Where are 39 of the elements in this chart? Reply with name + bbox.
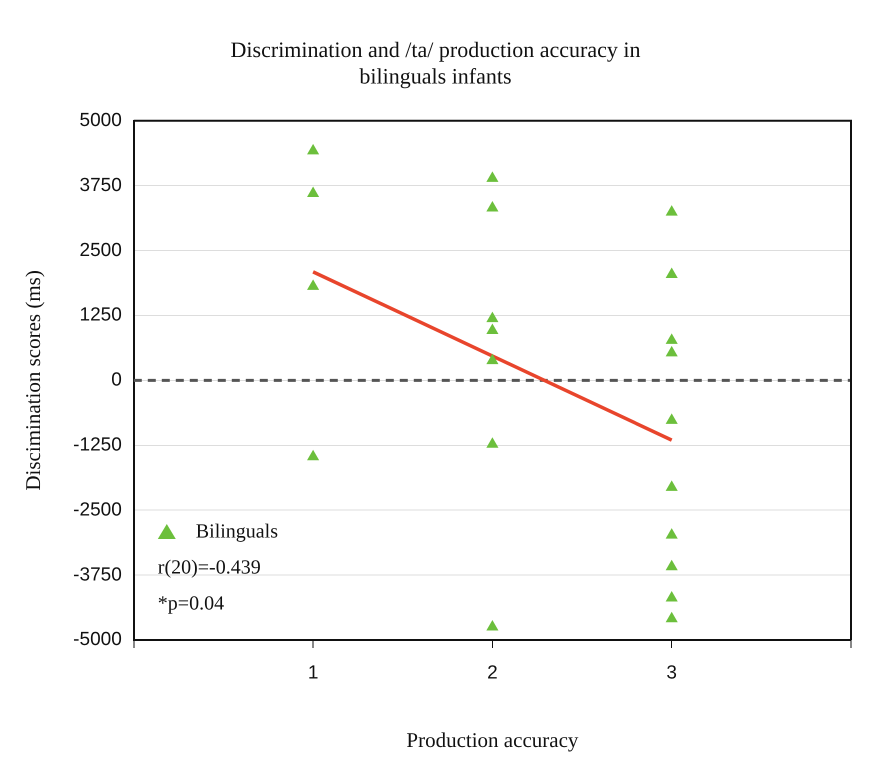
x-axis-title: Production accuracy	[406, 728, 579, 752]
point	[307, 186, 319, 197]
point	[666, 591, 678, 602]
point	[307, 144, 319, 154]
y-axis-title: Discimination scores (ms)	[21, 270, 46, 491]
y-tick-label: 1250	[80, 304, 122, 326]
point	[666, 612, 678, 622]
y-tick-label: -3750	[73, 564, 122, 586]
point	[486, 438, 498, 448]
point	[486, 312, 498, 322]
point	[486, 354, 498, 364]
x-tick-label: 1	[308, 662, 318, 684]
y-tick-label: 2500	[80, 240, 122, 261]
annotation: *p=0.04	[158, 592, 224, 614]
point	[666, 334, 678, 344]
point	[666, 346, 678, 356]
point	[486, 202, 498, 212]
point	[666, 206, 678, 216]
point	[486, 324, 498, 334]
x-tick-label: 2	[487, 662, 498, 684]
point	[666, 528, 678, 539]
annotation: r(20)=-0.439	[158, 556, 261, 578]
y-tick-label: 5000	[80, 110, 122, 132]
point	[486, 172, 498, 182]
chart-title: Discrimination and /ta/ production accuracy in bilinguals infants	[230, 36, 640, 88]
point	[666, 560, 678, 570]
point	[307, 450, 319, 460]
point	[666, 414, 678, 424]
x-tick-label: 3	[666, 662, 677, 684]
point	[666, 480, 678, 491]
point	[486, 620, 498, 631]
y-tick-label: 0	[111, 370, 122, 391]
y-tick-label: 3750	[80, 174, 122, 196]
y-tick-label: -2500	[73, 499, 122, 520]
point	[307, 280, 319, 290]
y-tick-label: -1250	[73, 434, 122, 456]
legend-label: Bilinguals	[196, 520, 278, 542]
y-tick-label: -5000	[73, 629, 122, 650]
point	[666, 268, 678, 278]
